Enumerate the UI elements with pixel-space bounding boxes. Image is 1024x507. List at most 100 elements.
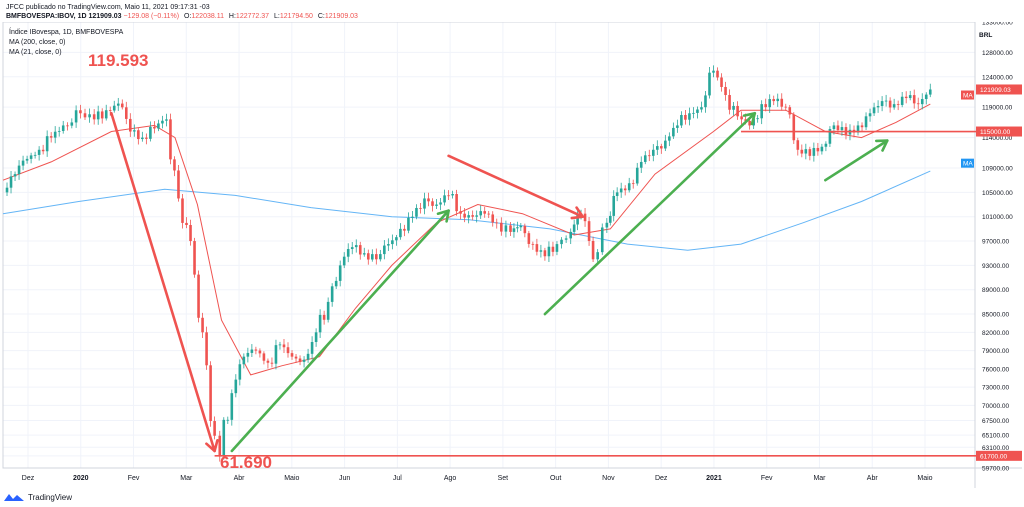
trend-arrow-head bbox=[436, 209, 450, 223]
price-tick-label: 85000.00 bbox=[982, 312, 1009, 319]
candle-body bbox=[800, 149, 804, 154]
candle-body bbox=[100, 111, 104, 119]
candle-body bbox=[535, 244, 539, 252]
candle-body bbox=[668, 136, 671, 141]
candle-body bbox=[523, 225, 527, 234]
candle-body bbox=[371, 254, 374, 260]
candle-body bbox=[660, 146, 663, 149]
time-tick-label: Abr bbox=[867, 475, 879, 482]
candle-body bbox=[880, 101, 884, 107]
candle-body bbox=[720, 77, 723, 87]
candle-body bbox=[527, 233, 531, 244]
candle-body bbox=[688, 113, 691, 120]
candle-body bbox=[608, 215, 612, 223]
candle-body bbox=[439, 202, 442, 205]
candle-body bbox=[860, 125, 864, 128]
price-tag-label: 61700.00 bbox=[980, 453, 1007, 460]
candle-body bbox=[463, 213, 466, 218]
trend-arrow-line bbox=[543, 111, 757, 316]
price-tick-label: 93000.00 bbox=[982, 263, 1009, 270]
ma200-path bbox=[2, 170, 931, 251]
candle-body bbox=[455, 194, 458, 212]
candle-body bbox=[431, 201, 434, 206]
candle-body bbox=[157, 123, 160, 129]
brand-label[interactable]: TradingView bbox=[28, 492, 73, 502]
candle-body bbox=[33, 154, 37, 156]
candle-body bbox=[884, 100, 888, 102]
ohlc-open-label: O: bbox=[184, 13, 192, 20]
candle-body bbox=[209, 365, 212, 422]
candle-body bbox=[362, 253, 366, 255]
candle-body bbox=[647, 155, 651, 157]
candle-body bbox=[504, 225, 508, 232]
candle-body bbox=[45, 136, 49, 152]
candle-body bbox=[908, 95, 912, 99]
time-tick-label: 2021 bbox=[706, 475, 722, 482]
candle-body bbox=[250, 349, 254, 353]
candle-body bbox=[605, 222, 609, 228]
candle-body bbox=[776, 98, 780, 102]
candle-body bbox=[555, 244, 559, 252]
candle-body bbox=[5, 187, 9, 193]
candle-body bbox=[812, 147, 816, 156]
candle-body bbox=[262, 353, 266, 361]
chart-header: JFCC publicado no TradingView.com, Maio … bbox=[6, 3, 1016, 21]
trend-arrow-head bbox=[875, 139, 889, 152]
candle-body bbox=[832, 125, 836, 130]
candle-body bbox=[639, 161, 643, 168]
time-tick-label: Abr bbox=[234, 475, 246, 482]
legend-ma200[interactable]: MA (200, close, 0) bbox=[9, 39, 65, 46]
candle-body bbox=[728, 95, 731, 110]
candle-body bbox=[70, 122, 74, 126]
candle-body bbox=[197, 274, 200, 318]
candle-body bbox=[569, 231, 573, 239]
candle-body bbox=[447, 195, 450, 197]
candle-body bbox=[435, 204, 438, 206]
candle-body bbox=[350, 247, 354, 250]
candle-body bbox=[467, 215, 470, 218]
candle-body bbox=[314, 332, 318, 343]
time-tick-label: Maio bbox=[284, 475, 299, 482]
candle-body bbox=[185, 222, 188, 226]
candle-body bbox=[516, 227, 519, 229]
candle-body bbox=[539, 250, 543, 252]
candle-body bbox=[651, 149, 655, 156]
candle-body bbox=[66, 125, 69, 127]
candle-body bbox=[872, 107, 876, 114]
candle-body bbox=[623, 188, 627, 191]
candle-body bbox=[189, 225, 192, 242]
candle-body bbox=[326, 301, 330, 320]
time-tick-label: Jul bbox=[393, 475, 402, 482]
candle-body bbox=[96, 111, 100, 120]
candle-body bbox=[892, 104, 896, 108]
candle-body bbox=[403, 228, 406, 231]
trend-arrow-head bbox=[205, 439, 219, 453]
candle-body bbox=[572, 224, 576, 232]
price-tick-label: 101000.00 bbox=[982, 214, 1013, 221]
symbol-label[interactable]: BMFBOVESPA:IBOV, 1D bbox=[6, 13, 87, 20]
candle-body bbox=[83, 113, 87, 118]
time-axis-ticks: Dez 2020 Fev Mar Abr Maio Jun Jul Ago Set Out Nov De… bbox=[22, 475, 933, 482]
ma-tag bbox=[961, 158, 974, 168]
candle-body bbox=[41, 149, 45, 152]
price-tick-label: 79000.00 bbox=[982, 348, 1009, 355]
ohlc-open-value: 122038.11 bbox=[191, 13, 224, 20]
candle-body bbox=[459, 211, 462, 214]
candle-body bbox=[547, 246, 551, 257]
candle-body bbox=[230, 393, 234, 420]
candle-body bbox=[310, 342, 314, 354]
candle-body bbox=[411, 216, 414, 218]
candle-body bbox=[238, 364, 242, 380]
candle-body bbox=[165, 119, 168, 121]
ma-tag bbox=[961, 90, 974, 100]
candle-body bbox=[282, 344, 286, 348]
candle-body bbox=[512, 228, 516, 232]
price-change: −129.08 (−0.11%) bbox=[123, 13, 180, 20]
candle-body bbox=[924, 94, 928, 100]
time-tick-label: Ago bbox=[444, 475, 457, 482]
legend-ma21[interactable]: MA (21, close, 0) bbox=[9, 49, 62, 56]
candle-body bbox=[108, 110, 112, 112]
candle-body bbox=[129, 118, 132, 132]
candle-body bbox=[242, 356, 246, 365]
